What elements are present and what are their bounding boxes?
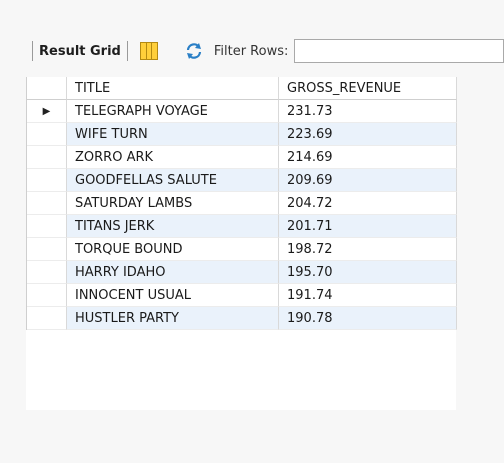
title-cell[interactable]: INNOCENT USUAL [67,284,279,307]
title-cell[interactable]: HARRY IDAHO [67,261,279,284]
table-row[interactable]: TITANS JERK 201.71 [27,215,457,238]
table-header-row: TITLE GROSS_REVENUE [27,77,457,100]
result-grid: TITLE GROSS_REVENUE ▶ TELEGRAPH VOYAGE 2… [26,77,457,330]
title-cell[interactable]: HUSTLER PARTY [67,307,279,330]
row-selector[interactable] [27,238,67,261]
gross-revenue-cell[interactable]: 214.69 [279,146,457,169]
column-header-gross-revenue[interactable]: GROSS_REVENUE [279,77,457,100]
gross-revenue-cell[interactable]: 191.74 [279,284,457,307]
grid-layout-icon[interactable] [139,42,158,60]
gross-revenue-cell[interactable]: 201.71 [279,215,457,238]
title-cell[interactable]: WIFE TURN [67,123,279,146]
gross-revenue-cell[interactable]: 231.73 [279,100,457,123]
row-selector[interactable] [27,169,67,192]
row-selector[interactable] [27,215,67,238]
title-cell[interactable]: GOODFELLAS SALUTE [67,169,279,192]
column-header-title[interactable]: TITLE [67,77,279,100]
gross-revenue-cell[interactable]: 198.72 [279,238,457,261]
row-selector[interactable] [27,307,67,330]
table-row[interactable]: HUSTLER PARTY 190.78 [27,307,457,330]
filter-rows-label: Filter Rows: [213,43,289,59]
title-cell[interactable]: SATURDAY LAMBS [67,192,279,215]
title-cell[interactable]: TELEGRAPH VOYAGE [67,100,279,123]
row-selector[interactable] [27,261,67,284]
refresh-icon[interactable] [184,41,204,61]
row-selector[interactable] [27,146,67,169]
table-row[interactable]: ZORRO ARK 214.69 [27,146,457,169]
gross-revenue-cell[interactable]: 204.72 [279,192,457,215]
title-cell[interactable]: TITANS JERK [67,215,279,238]
gross-revenue-cell[interactable]: 223.69 [279,123,457,146]
table-row[interactable]: INNOCENT USUAL 191.74 [27,284,457,307]
table-row[interactable]: GOODFELLAS SALUTE 209.69 [27,169,457,192]
result-grid-tab[interactable]: Result Grid [39,43,121,59]
table-row[interactable]: TORQUE BOUND 198.72 [27,238,457,261]
gross-revenue-cell[interactable]: 209.69 [279,169,457,192]
row-pointer-icon: ▶ [42,105,51,117]
row-header-corner [27,77,67,100]
title-cell[interactable]: TORQUE BOUND [67,238,279,261]
grid-empty-area [26,330,456,410]
table-row[interactable]: HARRY IDAHO 195.70 [27,261,457,284]
filter-rows-input[interactable] [294,39,504,63]
gross-revenue-cell[interactable]: 195.70 [279,261,457,284]
row-selector[interactable]: ▶ [27,100,67,123]
table-row[interactable]: WIFE TURN 223.69 [27,123,457,146]
gross-revenue-cell[interactable]: 190.78 [279,307,457,330]
title-cell[interactable]: ZORRO ARK [67,146,279,169]
row-selector[interactable] [27,192,67,215]
result-toolbar: Result Grid Filter Rows: [26,36,504,66]
row-selector[interactable] [27,123,67,146]
toolbar-separator [126,41,128,61]
toolbar-separator [32,41,33,61]
row-selector[interactable] [27,284,67,307]
table-row[interactable]: SATURDAY LAMBS 204.72 [27,192,457,215]
table-row[interactable]: ▶ TELEGRAPH VOYAGE 231.73 [27,100,457,123]
